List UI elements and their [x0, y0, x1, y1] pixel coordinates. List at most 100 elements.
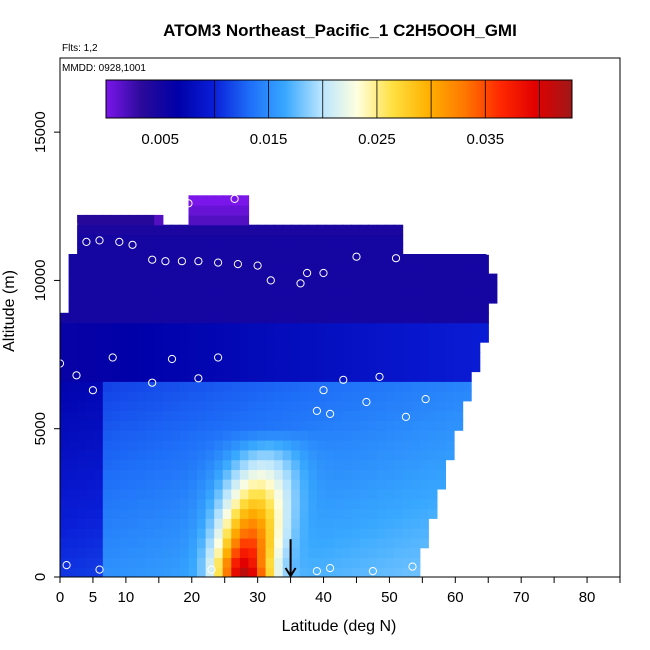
heatmap-cell [239, 244, 250, 255]
heatmap-cell [205, 361, 215, 373]
colorbar-tick-label: 0.005 [141, 131, 179, 148]
heatmap-cell [154, 332, 164, 343]
heatmap-cell [385, 322, 395, 333]
heatmap-cell [436, 312, 446, 324]
heatmap-cell [257, 351, 267, 363]
observation-point [319, 268, 328, 278]
heatmap-cell [436, 469, 446, 480]
heatmap-cell [376, 420, 387, 431]
heatmap-cell [291, 410, 301, 421]
colorbar-tick-label: 0.025 [358, 131, 396, 148]
heatmap-cell [214, 351, 224, 363]
heatmap-cell [376, 479, 387, 490]
heatmap-cell [316, 322, 327, 333]
heatmap-cell [394, 293, 404, 304]
heatmap-cell [188, 488, 198, 500]
heatmap-cell [128, 488, 138, 500]
heatmap-cell [265, 391, 275, 402]
heatmap-cell [274, 508, 284, 519]
heatmap-cell [316, 342, 327, 353]
heatmap-cell [128, 371, 138, 382]
heatmap-cell [120, 547, 130, 558]
heatmap-cell [128, 351, 138, 363]
heatmap-cell [291, 420, 301, 431]
heatmap-cell [128, 332, 138, 343]
heatmap-cell [479, 322, 489, 333]
heatmap-cell [145, 567, 155, 577]
heatmap-cell [299, 332, 309, 343]
heatmap-cell [154, 234, 164, 245]
heatmap-cell [325, 498, 335, 510]
heatmap-cell [205, 400, 215, 412]
observation-point [72, 371, 81, 380]
heatmap-cell [282, 303, 292, 314]
heatmap-cell [231, 528, 241, 539]
heatmap-cell [154, 312, 164, 324]
heatmap-cell [239, 488, 250, 500]
heatmap-cell [102, 381, 112, 392]
heatmap-cell [239, 528, 250, 539]
heatmap-cell [402, 528, 412, 539]
heatmap-cell [145, 449, 155, 461]
heatmap-cell [334, 547, 344, 558]
heatmap-cell [445, 381, 455, 392]
heatmap-cell [77, 361, 87, 373]
heatmap-cell [60, 508, 70, 519]
heatmap-cell [411, 254, 421, 265]
heatmap-cell [128, 361, 138, 373]
heatmap-cell [85, 381, 95, 392]
heatmap-cell [359, 342, 369, 353]
heatmap-cell [342, 567, 352, 577]
heatmap-cell [402, 322, 412, 333]
heatmap-cell [85, 557, 95, 568]
heatmap-cell [291, 479, 301, 490]
heatmap-cell [436, 381, 446, 392]
heatmap-cell [120, 361, 130, 373]
heatmap-cell [385, 567, 395, 577]
heatmap-cell [85, 234, 95, 245]
heatmap-cell [394, 351, 404, 363]
heatmap-cell [231, 371, 241, 382]
heatmap-cell [60, 322, 70, 333]
heatmap-cell [77, 322, 87, 333]
heatmap-cell [257, 557, 267, 568]
x-tick-label: 30 [249, 589, 266, 606]
heatmap-cell [154, 430, 164, 441]
heatmap-cell [479, 303, 489, 314]
heatmap-cell [411, 488, 421, 500]
heatmap-cell [102, 508, 112, 519]
heatmap-cell [282, 400, 292, 412]
observation-point [214, 353, 223, 362]
heatmap-cell [111, 557, 121, 568]
heatmap-cell [188, 254, 198, 265]
heatmap-cell [248, 381, 258, 392]
heatmap-cell [308, 234, 318, 245]
heatmap-cell [94, 488, 104, 500]
heatmap-cell [394, 449, 404, 461]
heatmap-cell [334, 567, 344, 577]
heatmap-cell [342, 410, 352, 421]
heatmap-cell [77, 400, 87, 412]
heatmap-cell [265, 400, 275, 412]
heatmap-cell [179, 440, 190, 451]
heatmap-cell [291, 449, 301, 461]
heatmap-cell [282, 254, 292, 265]
heatmap-cell [308, 400, 318, 412]
heatmap-cell [257, 469, 267, 480]
observation-point [523, 392, 532, 401]
heatmap-cell [376, 332, 387, 343]
heatmap-cell [162, 254, 172, 265]
heatmap-cell [394, 254, 404, 265]
heatmap-cell [376, 567, 387, 577]
heatmap-cell [171, 351, 181, 363]
heatmap-cell [77, 293, 87, 304]
heatmap-cell [111, 381, 121, 392]
heatmap-cell [394, 410, 404, 421]
heatmap-cell [291, 557, 301, 568]
heatmap-cell [428, 312, 438, 324]
heatmap-cell [111, 518, 121, 529]
heatmap-cell [120, 420, 130, 431]
heatmap-cell [282, 342, 292, 353]
heatmap-cell [102, 293, 112, 304]
heatmap-cell [145, 488, 155, 500]
